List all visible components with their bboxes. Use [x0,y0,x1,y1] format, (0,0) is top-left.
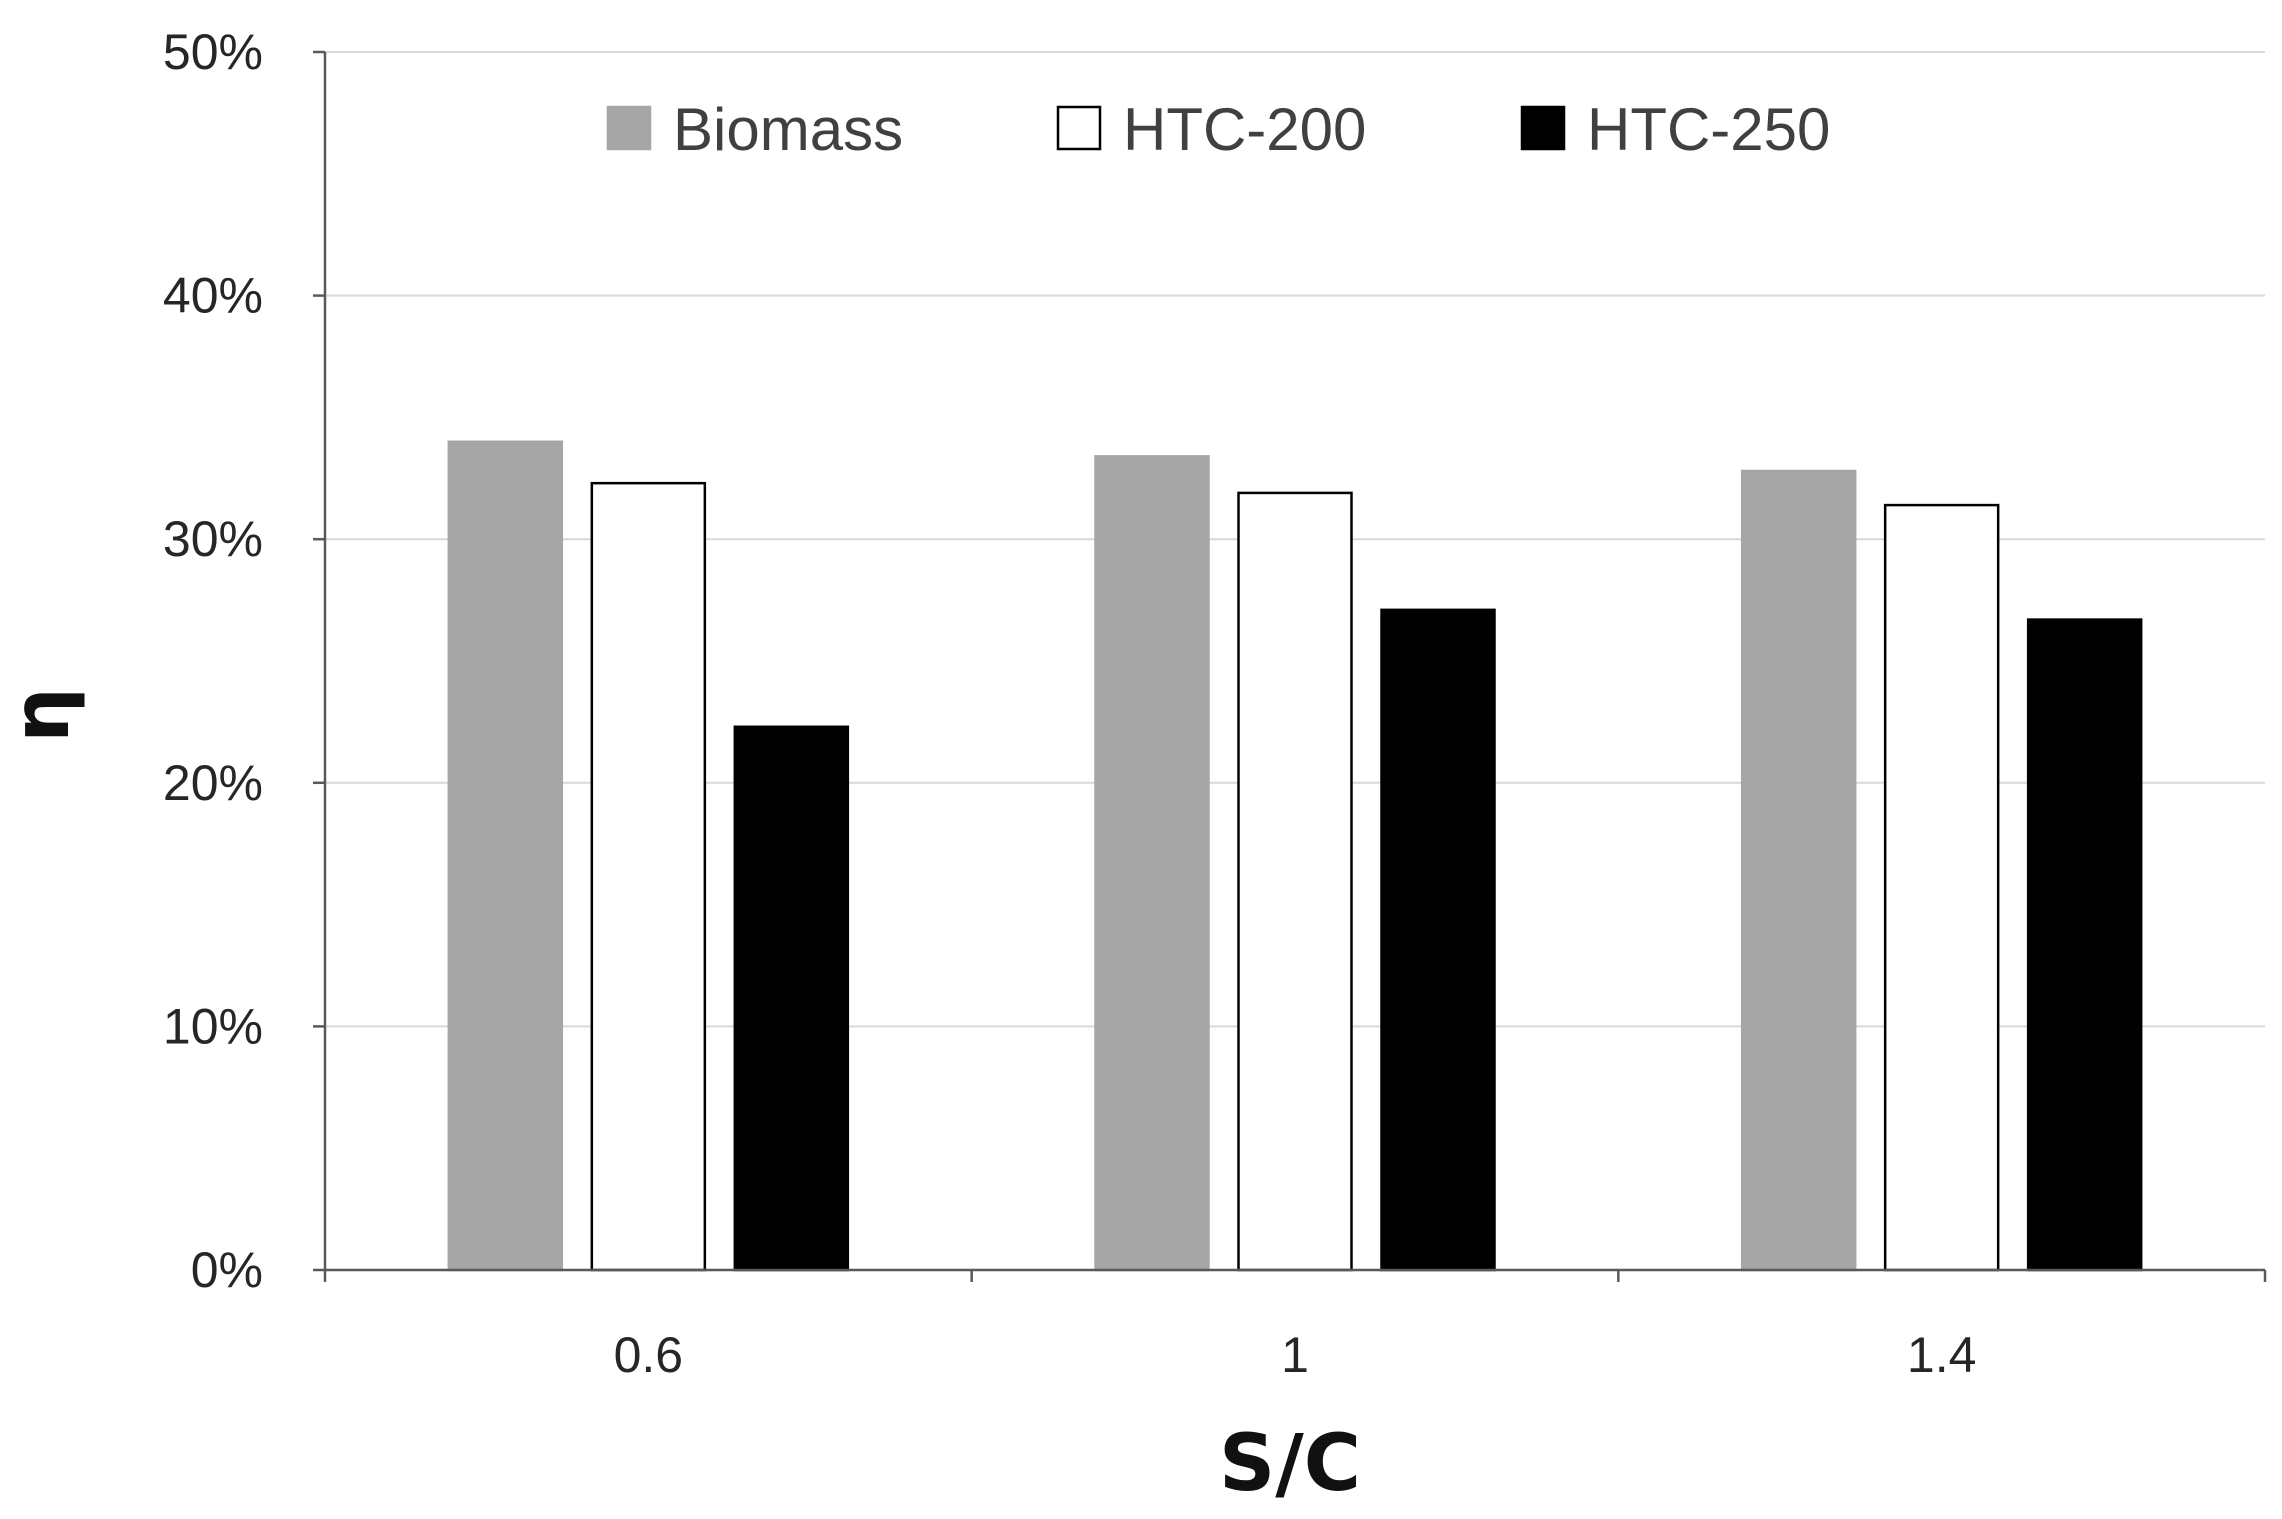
y-tick-label: 0% [191,1242,263,1298]
bar-biomass [447,440,564,1272]
bar-htc-250 [733,725,850,1272]
tick-labels: 0% 10% 20% 30% 40% 50% 0.6 1 1.4 [163,24,1977,1383]
axes [313,50,2267,1282]
bar-htc-200 [1883,503,2000,1272]
legend-swatch-htc-250 [1520,105,1566,151]
x-axis-title: S/C [1219,1419,1361,1509]
bar-htc-250 [2026,618,2143,1272]
bar-htc-200 [1237,491,1353,1272]
legend-label-htc-250: HTC-250 [1587,96,1830,163]
legend-swatch-biomass [606,105,652,151]
y-tick-label: 40% [163,268,263,324]
y-tick-label: 50% [163,24,263,80]
bars [447,440,2143,1272]
legend-label-biomass: Biomass [673,96,903,163]
bar-biomass [1094,455,1210,1272]
x-tick-label: 1.4 [1907,1327,1977,1383]
legend-label-htc-200: HTC-200 [1123,96,1366,163]
legend: Biomass HTC-200 HTC-250 [606,96,1830,163]
bar-htc-200 [590,481,707,1272]
x-tick-label: 0.6 [614,1327,684,1383]
legend-swatch-htc-200 [1056,105,1102,151]
bar-biomass [1740,469,1857,1272]
y-tick-label: 30% [163,511,263,567]
y-tick-label: 10% [163,998,263,1054]
y-tick-label: 20% [163,755,263,811]
y-axis-title: η [0,687,87,743]
x-tick-label: 1 [1281,1327,1309,1383]
bar-htc-250 [1380,608,1496,1272]
